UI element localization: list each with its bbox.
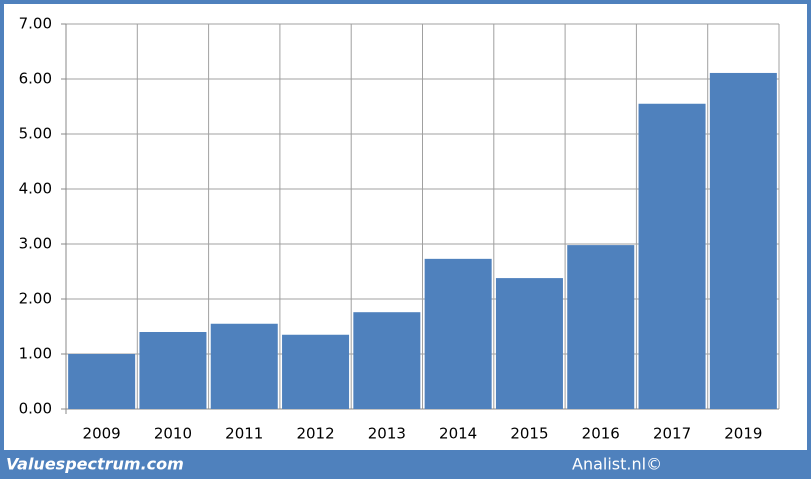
x-tick-label: 2017	[653, 425, 691, 443]
x-tick-label: 2010	[154, 425, 192, 443]
y-tick-label: 7.00	[19, 15, 52, 33]
bar	[567, 245, 635, 409]
bar	[638, 103, 706, 409]
y-tick-label: 1.00	[19, 345, 52, 363]
y-tick-label: 3.00	[19, 235, 52, 253]
credit-left: Valuespectrum.com	[6, 455, 184, 474]
y-tick-label: 0.00	[19, 400, 52, 418]
bar	[282, 334, 350, 409]
x-tick-label: 2011	[225, 425, 263, 443]
bar	[210, 323, 278, 409]
x-tick-label: 2009	[83, 425, 121, 443]
x-tick-label: 2013	[368, 425, 406, 443]
x-tick-label: 2014	[439, 425, 477, 443]
bar	[139, 332, 207, 409]
y-tick-label: 2.00	[19, 290, 52, 308]
y-tick-label: 4.00	[19, 180, 52, 198]
bar	[495, 278, 563, 409]
x-tick-label: 2019	[724, 425, 762, 443]
credit-right: Analist.nl©	[572, 455, 662, 474]
bar	[709, 72, 777, 409]
bar	[68, 354, 136, 409]
x-tick-label: 2012	[296, 425, 334, 443]
y-tick-label: 5.00	[19, 125, 52, 143]
bar	[353, 312, 421, 409]
y-tick-label: 6.00	[19, 70, 52, 88]
bar	[424, 258, 492, 409]
x-tick-label: 2016	[582, 425, 620, 443]
x-tick-label: 2015	[510, 425, 548, 443]
